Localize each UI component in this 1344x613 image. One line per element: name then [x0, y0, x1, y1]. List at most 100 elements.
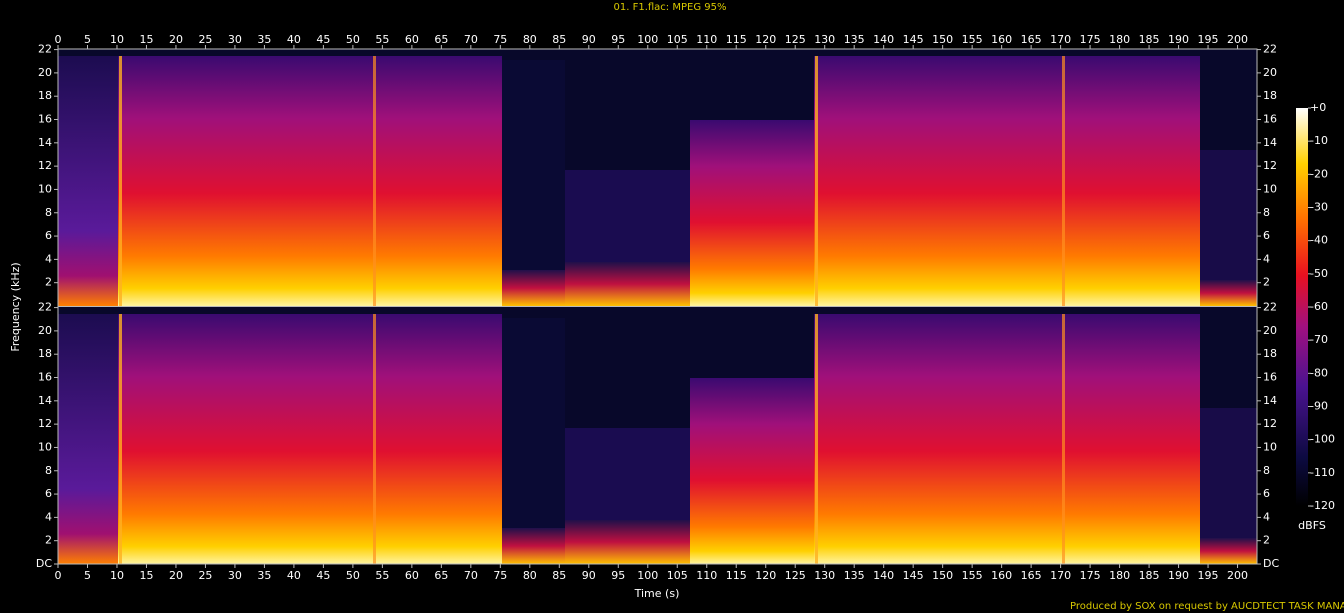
- colorbar-label: dBFS: [1298, 519, 1326, 532]
- x-tick-label-top: 15: [139, 33, 153, 46]
- x-tick-label-bottom: 10: [110, 569, 124, 582]
- x-tick-label-top: 85: [552, 33, 566, 46]
- colorbar: [1296, 108, 1308, 506]
- y-tick-label-left: 2: [45, 534, 52, 547]
- x-tick-label-top: 5: [84, 33, 91, 46]
- x-tick-label-bottom: 85: [552, 569, 566, 582]
- x-tick-label-top: 70: [464, 33, 478, 46]
- y-tick-label-right: 14: [1263, 136, 1277, 149]
- x-tick-label-top: 35: [257, 33, 271, 46]
- colorbar-tick-label: -50: [1310, 267, 1328, 280]
- y-tick-label-left: 2: [45, 276, 52, 289]
- colorbar-tick-label: -90: [1310, 400, 1328, 413]
- x-tick-label-bottom: 105: [667, 569, 688, 582]
- y-tick-label-left: 16: [38, 113, 52, 126]
- y-tick-label-right: 6: [1263, 487, 1270, 500]
- y-tick-label-right: 12: [1263, 159, 1277, 172]
- y-tick-label-right: 22: [1263, 43, 1277, 56]
- colorbar-tick-label: -30: [1310, 201, 1328, 214]
- y-tick-label-left: 16: [38, 371, 52, 384]
- x-tick-label-bottom: 185: [1139, 569, 1160, 582]
- x-tick-label-top: 10: [110, 33, 124, 46]
- y-tick-label-left: 22: [38, 301, 52, 314]
- x-tick-label-top: 180: [1109, 33, 1130, 46]
- x-tick-label-top: 190: [1168, 33, 1189, 46]
- y-tick-label-right: 16: [1263, 371, 1277, 384]
- x-tick-label-bottom: 60: [405, 569, 419, 582]
- y-tick-label-left: 20: [38, 324, 52, 337]
- x-tick-label-top: 195: [1198, 33, 1219, 46]
- credit: Produced by SOX on request by AUCDTECT T…: [1070, 601, 1344, 612]
- colorbar-tick-label: -20: [1310, 167, 1328, 180]
- y-tick-label-right: 22: [1263, 301, 1277, 314]
- x-tick-label-top: 175: [1080, 33, 1101, 46]
- y-tick-label-left: 18: [38, 89, 52, 102]
- x-tick-label-bottom: 55: [375, 569, 389, 582]
- x-tick-label-top: 130: [814, 33, 835, 46]
- x-tick-label-top: 20: [169, 33, 183, 46]
- x-tick-label-top: 40: [287, 33, 301, 46]
- x-tick-label-bottom: 35: [257, 569, 271, 582]
- colorbar-tick-label: -120: [1310, 499, 1335, 512]
- x-tick-label-top: 45: [316, 33, 330, 46]
- x-tick-label-bottom: 170: [1050, 569, 1071, 582]
- y-axis-label: Frequency (kHz): [9, 262, 22, 351]
- x-tick-label-bottom: 125: [785, 569, 806, 582]
- x-tick-label-bottom: 140: [873, 569, 894, 582]
- x-tick-label-bottom: 70: [464, 569, 478, 582]
- y-tick-label-right: 10: [1263, 440, 1277, 453]
- x-tick-label-bottom: 165: [1021, 569, 1042, 582]
- y-tick-label-left: 10: [38, 182, 52, 195]
- x-tick-label-bottom: 115: [726, 569, 747, 582]
- colorbar-tick-label: -40: [1310, 234, 1328, 247]
- y-tick-label-left: 6: [45, 229, 52, 242]
- x-tick-label-bottom: 150: [932, 569, 953, 582]
- x-tick-label-top: 145: [903, 33, 924, 46]
- x-tick-label-top: 0: [55, 33, 62, 46]
- y-tick-label-right: 6: [1263, 229, 1270, 242]
- x-tick-label-top: 160: [991, 33, 1012, 46]
- y-tick-label-left: 10: [38, 440, 52, 453]
- x-tick-label-bottom: 15: [139, 569, 153, 582]
- y-tick-label-left: 4: [45, 510, 52, 523]
- channel-1-spectrum: [58, 49, 1257, 306]
- x-tick-label-bottom: 130: [814, 569, 835, 582]
- x-tick-label-top: 30: [228, 33, 242, 46]
- x-tick-label-bottom: 95: [611, 569, 625, 582]
- x-tick-label-bottom: 65: [434, 569, 448, 582]
- x-tick-label-top: 115: [726, 33, 747, 46]
- x-tick-label-bottom: 180: [1109, 569, 1130, 582]
- x-tick-label-top: 105: [667, 33, 688, 46]
- y-tick-label-right: DC: [1263, 557, 1279, 570]
- x-tick-label-top: 75: [493, 33, 507, 46]
- x-tick-label-bottom: 45: [316, 569, 330, 582]
- x-tick-label-bottom: 110: [696, 569, 717, 582]
- x-tick-label-top: 200: [1227, 33, 1248, 46]
- y-tick-label-left: 18: [38, 347, 52, 360]
- x-tick-label-bottom: 40: [287, 569, 301, 582]
- y-tick-label-left: 6: [45, 487, 52, 500]
- x-tick-label-bottom: 155: [962, 569, 983, 582]
- y-tick-label-left: 14: [38, 136, 52, 149]
- x-tick-label-bottom: 25: [198, 569, 212, 582]
- x-tick-label-top: 95: [611, 33, 625, 46]
- y-tick-label-right: 8: [1263, 206, 1270, 219]
- x-tick-label-bottom: 30: [228, 569, 242, 582]
- y-tick-label-right: 2: [1263, 276, 1270, 289]
- x-tick-label-top: 140: [873, 33, 894, 46]
- chart-title: 01. F1.flac: MPEG 95%: [614, 2, 727, 13]
- colorbar-tick-label: -110: [1310, 466, 1335, 479]
- x-tick-label-bottom: 190: [1168, 569, 1189, 582]
- colorbar-tick-label: -70: [1310, 333, 1328, 346]
- y-tick-label-right: 20: [1263, 324, 1277, 337]
- x-tick-label-bottom: 145: [903, 569, 924, 582]
- x-tick-label-bottom: 50: [346, 569, 360, 582]
- x-tick-label-top: 155: [962, 33, 983, 46]
- x-tick-label-top: 100: [637, 33, 658, 46]
- x-tick-label-bottom: 75: [493, 569, 507, 582]
- y-tick-label-left: 14: [38, 394, 52, 407]
- colorbar-tick-label: +0: [1310, 101, 1326, 114]
- y-tick-label-left: 8: [45, 464, 52, 477]
- x-tick-label-top: 120: [755, 33, 776, 46]
- x-tick-label-bottom: 100: [637, 569, 658, 582]
